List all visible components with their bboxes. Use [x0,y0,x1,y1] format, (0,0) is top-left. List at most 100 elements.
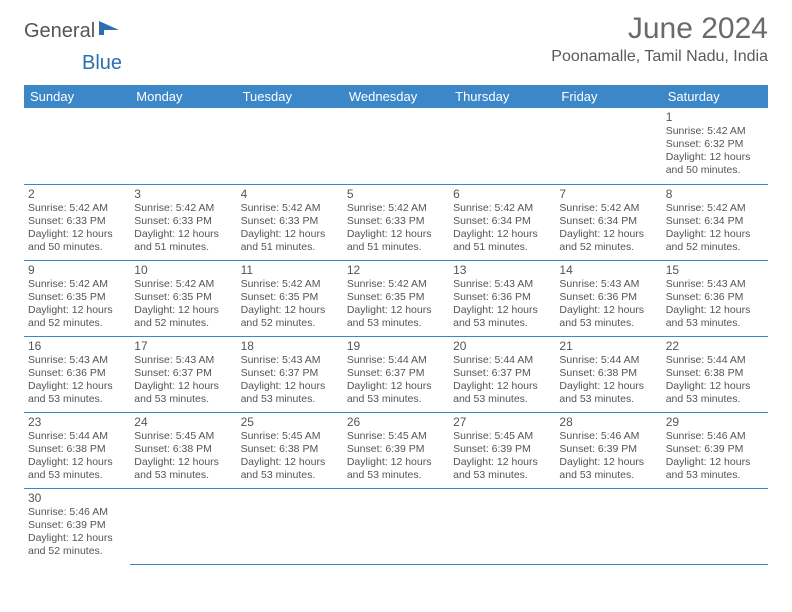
daylight-text: Daylight: 12 hours and 51 minutes. [241,228,339,254]
sunset-text: Sunset: 6:33 PM [28,215,126,228]
col-thursday: Thursday [449,85,555,108]
day-number: 29 [666,415,764,429]
calendar-row: 23Sunrise: 5:44 AMSunset: 6:38 PMDayligh… [24,412,768,488]
sunset-text: Sunset: 6:38 PM [559,367,657,380]
day-number: 28 [559,415,657,429]
sunset-text: Sunset: 6:35 PM [28,291,126,304]
calendar-cell: 29Sunrise: 5:46 AMSunset: 6:39 PMDayligh… [662,412,768,488]
day-number: 18 [241,339,339,353]
sunrise-text: Sunrise: 5:45 AM [134,430,232,443]
calendar-cell [449,108,555,184]
day-number: 16 [28,339,126,353]
day-number: 4 [241,187,339,201]
sunset-text: Sunset: 6:33 PM [241,215,339,228]
day-number: 30 [28,491,126,505]
sunrise-text: Sunrise: 5:44 AM [666,354,764,367]
day-number: 25 [241,415,339,429]
calendar-cell: 10Sunrise: 5:42 AMSunset: 6:35 PMDayligh… [130,260,236,336]
day-number: 14 [559,263,657,277]
calendar-cell: 8Sunrise: 5:42 AMSunset: 6:34 PMDaylight… [662,184,768,260]
daylight-text: Daylight: 12 hours and 52 minutes. [666,228,764,254]
sunset-text: Sunset: 6:38 PM [28,443,126,456]
daylight-text: Daylight: 12 hours and 51 minutes. [453,228,551,254]
calendar-cell [343,488,449,564]
calendar-cell: 23Sunrise: 5:44 AMSunset: 6:38 PMDayligh… [24,412,130,488]
calendar-cell [237,108,343,184]
sunset-text: Sunset: 6:38 PM [241,443,339,456]
header-row: Sunday Monday Tuesday Wednesday Thursday… [24,85,768,108]
sunrise-text: Sunrise: 5:45 AM [241,430,339,443]
daylight-text: Daylight: 12 hours and 53 minutes. [134,380,232,406]
sunrise-text: Sunrise: 5:42 AM [134,202,232,215]
calendar-cell: 1Sunrise: 5:42 AMSunset: 6:32 PMDaylight… [662,108,768,184]
calendar-row: 2Sunrise: 5:42 AMSunset: 6:33 PMDaylight… [24,184,768,260]
calendar-row: 9Sunrise: 5:42 AMSunset: 6:35 PMDaylight… [24,260,768,336]
daylight-text: Daylight: 12 hours and 53 minutes. [241,456,339,482]
sunset-text: Sunset: 6:39 PM [453,443,551,456]
sunset-text: Sunset: 6:33 PM [347,215,445,228]
sunrise-text: Sunrise: 5:42 AM [666,125,764,138]
sunset-text: Sunset: 6:37 PM [453,367,551,380]
sunset-text: Sunset: 6:35 PM [134,291,232,304]
day-number: 2 [28,187,126,201]
calendar-cell [555,108,661,184]
daylight-text: Daylight: 12 hours and 53 minutes. [347,304,445,330]
day-number: 23 [28,415,126,429]
daylight-text: Daylight: 12 hours and 53 minutes. [666,380,764,406]
sunset-text: Sunset: 6:39 PM [347,443,445,456]
daylight-text: Daylight: 12 hours and 53 minutes. [453,456,551,482]
calendar-cell [555,488,661,564]
daylight-text: Daylight: 12 hours and 53 minutes. [666,304,764,330]
logo: General [24,20,123,43]
logo-text-general: General [24,20,95,43]
day-number: 13 [453,263,551,277]
sunset-text: Sunset: 6:39 PM [28,519,126,532]
day-number: 8 [666,187,764,201]
sunrise-text: Sunrise: 5:46 AM [666,430,764,443]
col-monday: Monday [130,85,236,108]
daylight-text: Daylight: 12 hours and 53 minutes. [241,380,339,406]
calendar-table: Sunday Monday Tuesday Wednesday Thursday… [24,85,768,565]
calendar-cell: 5Sunrise: 5:42 AMSunset: 6:33 PMDaylight… [343,184,449,260]
daylight-text: Daylight: 12 hours and 53 minutes. [28,456,126,482]
page-title: June 2024 [551,12,768,46]
calendar-cell: 4Sunrise: 5:42 AMSunset: 6:33 PMDaylight… [237,184,343,260]
calendar-cell: 22Sunrise: 5:44 AMSunset: 6:38 PMDayligh… [662,336,768,412]
calendar-cell: 16Sunrise: 5:43 AMSunset: 6:36 PMDayligh… [24,336,130,412]
day-number: 9 [28,263,126,277]
daylight-text: Daylight: 12 hours and 53 minutes. [134,456,232,482]
calendar-cell: 14Sunrise: 5:43 AMSunset: 6:36 PMDayligh… [555,260,661,336]
calendar-cell: 2Sunrise: 5:42 AMSunset: 6:33 PMDaylight… [24,184,130,260]
calendar-cell: 30Sunrise: 5:46 AMSunset: 6:39 PMDayligh… [24,488,130,564]
day-number: 21 [559,339,657,353]
sunset-text: Sunset: 6:37 PM [134,367,232,380]
calendar-cell: 9Sunrise: 5:42 AMSunset: 6:35 PMDaylight… [24,260,130,336]
calendar-cell: 28Sunrise: 5:46 AMSunset: 6:39 PMDayligh… [555,412,661,488]
title-block: June 2024 Poonamalle, Tamil Nadu, India [551,12,768,66]
day-number: 15 [666,263,764,277]
day-number: 17 [134,339,232,353]
calendar-cell: 25Sunrise: 5:45 AMSunset: 6:38 PMDayligh… [237,412,343,488]
sunset-text: Sunset: 6:36 PM [28,367,126,380]
calendar-cell: 24Sunrise: 5:45 AMSunset: 6:38 PMDayligh… [130,412,236,488]
daylight-text: Daylight: 12 hours and 53 minutes. [559,456,657,482]
sunrise-text: Sunrise: 5:43 AM [134,354,232,367]
col-tuesday: Tuesday [237,85,343,108]
sunset-text: Sunset: 6:36 PM [453,291,551,304]
sunrise-text: Sunrise: 5:43 AM [559,278,657,291]
day-number: 20 [453,339,551,353]
sunrise-text: Sunrise: 5:44 AM [347,354,445,367]
calendar-cell: 27Sunrise: 5:45 AMSunset: 6:39 PMDayligh… [449,412,555,488]
daylight-text: Daylight: 12 hours and 53 minutes. [347,380,445,406]
day-number: 24 [134,415,232,429]
calendar-cell [130,108,236,184]
sunrise-text: Sunrise: 5:44 AM [559,354,657,367]
calendar-cell [662,488,768,564]
location-label: Poonamalle, Tamil Nadu, India [551,48,768,66]
calendar-cell [449,488,555,564]
calendar-cell: 21Sunrise: 5:44 AMSunset: 6:38 PMDayligh… [555,336,661,412]
daylight-text: Daylight: 12 hours and 52 minutes. [559,228,657,254]
col-sunday: Sunday [24,85,130,108]
calendar-cell: 17Sunrise: 5:43 AMSunset: 6:37 PMDayligh… [130,336,236,412]
daylight-text: Daylight: 12 hours and 50 minutes. [666,151,764,177]
